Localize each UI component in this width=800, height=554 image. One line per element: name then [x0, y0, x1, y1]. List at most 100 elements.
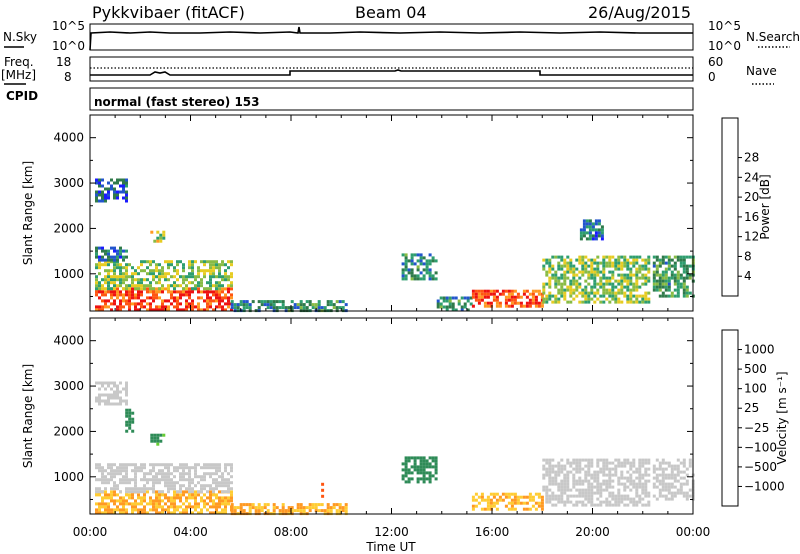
velocity-cell	[590, 482, 594, 486]
power-cell	[673, 273, 677, 277]
velocity-cell	[224, 478, 227, 482]
velocity-cell	[480, 495, 484, 499]
power-cell	[197, 287, 200, 291]
velocity-cell	[652, 467, 656, 471]
velocity-cell	[599, 500, 603, 504]
power-cell	[474, 298, 478, 302]
velocity-cell	[620, 494, 624, 498]
power-cell	[149, 272, 152, 276]
power-cell	[572, 273, 576, 277]
power-cell	[655, 258, 659, 262]
power-cell	[134, 293, 137, 297]
power-cell	[585, 237, 589, 241]
velocity-cell	[560, 485, 564, 489]
freq-tick-top: 18	[56, 55, 71, 69]
power-cell	[572, 267, 576, 271]
velocity-cell	[161, 463, 164, 467]
power-cell	[113, 266, 116, 270]
velocity-cell	[578, 458, 582, 462]
velocity-cell	[652, 482, 656, 486]
velocity-cell	[194, 496, 197, 500]
power-cell	[95, 249, 98, 253]
velocity-cell	[608, 461, 612, 465]
velocity-cell	[167, 490, 170, 494]
velocity-cell	[667, 461, 671, 465]
power-cell	[281, 303, 285, 307]
power-cell	[269, 300, 273, 304]
power-cell	[673, 279, 677, 283]
power-cell	[116, 293, 119, 297]
velocity-cell	[113, 502, 116, 506]
freq-trace	[90, 69, 693, 76]
power-cell	[522, 304, 526, 308]
velocity-cell	[560, 470, 564, 474]
power-cell	[682, 276, 686, 280]
power-cell	[575, 282, 579, 286]
velocity-cell	[143, 508, 146, 512]
power-cell	[107, 281, 110, 285]
power-cell	[582, 222, 586, 226]
velocity-cell	[596, 461, 600, 465]
power-cell	[173, 290, 176, 294]
velocity-cell	[329, 509, 333, 513]
velocity-cell	[344, 509, 348, 513]
power-cell	[551, 276, 555, 280]
power-cell	[203, 272, 206, 276]
power-cell	[635, 261, 639, 265]
power-cell	[125, 269, 128, 273]
velocity-cell	[563, 476, 567, 480]
velocity-cell	[218, 499, 221, 503]
velocity-cell	[152, 487, 155, 491]
velocity-cell	[584, 494, 588, 498]
velocity-cell	[510, 507, 514, 511]
velocity-cell	[510, 504, 514, 508]
velocity-cell	[593, 503, 597, 507]
velocity-cell	[257, 506, 261, 510]
power-cell	[655, 285, 659, 289]
velocity-cell	[185, 499, 188, 503]
velocity-cell	[162, 433, 166, 437]
power-cell	[581, 264, 585, 268]
power-cell	[101, 196, 104, 200]
velocity-cell	[602, 473, 606, 477]
velocity-cell	[143, 496, 146, 500]
velocity-cell	[605, 461, 609, 465]
velocity-cell	[321, 488, 325, 492]
power-cell	[507, 304, 511, 308]
velocity-cell	[128, 478, 131, 482]
power-cell	[308, 300, 312, 304]
velocity-cell	[125, 469, 128, 473]
velocity-cell	[525, 507, 529, 511]
power-cell	[623, 273, 627, 277]
power-cell	[629, 273, 633, 277]
power-cell	[146, 290, 149, 294]
power-cell	[579, 237, 583, 241]
velocity-cell	[149, 496, 152, 500]
power-cell	[591, 237, 595, 241]
velocity-cell	[125, 508, 128, 512]
velocity-cell	[489, 498, 493, 502]
power-cell	[149, 305, 152, 309]
power-cell	[155, 290, 158, 294]
velocity-cell	[584, 497, 588, 501]
velocity-cell	[146, 481, 149, 485]
power-cell	[176, 278, 179, 282]
velocity-cell	[155, 508, 158, 512]
power-cell	[477, 301, 481, 305]
power-cell	[119, 284, 122, 288]
velocity-cell	[125, 402, 128, 406]
power-cell	[179, 308, 182, 312]
power-cell	[125, 190, 128, 194]
velocity-cell	[404, 471, 408, 475]
velocity-cell	[221, 508, 224, 512]
power-cell	[582, 231, 586, 235]
power-cell	[560, 288, 564, 292]
power-cell	[161, 290, 164, 294]
power-cell	[149, 269, 152, 273]
power-cell	[227, 275, 230, 279]
velocity-cell	[489, 501, 493, 505]
power-cell	[495, 304, 499, 308]
power-cell	[436, 302, 440, 306]
power-cell	[182, 293, 185, 297]
power-cell	[95, 281, 98, 285]
